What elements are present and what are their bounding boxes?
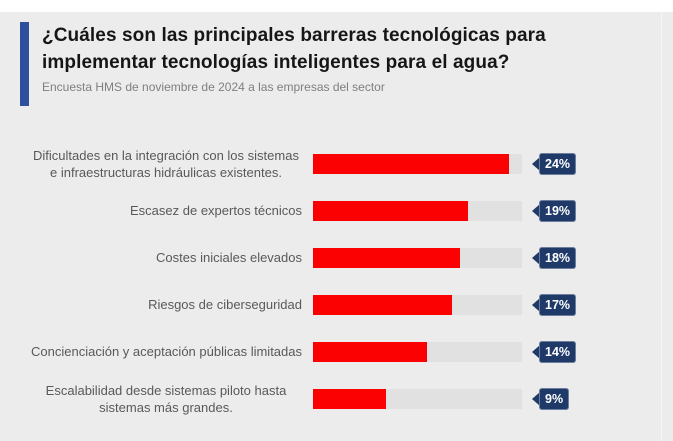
- value-label: 19%: [539, 199, 577, 222]
- bar-track: [313, 341, 522, 362]
- category-label-text: Escasez de expertos técnicos: [130, 203, 302, 218]
- category-label: Escalabilidad desde sistemas piloto hast…: [30, 382, 302, 416]
- tag-arrow-left-icon: [532, 156, 540, 171]
- tag-arrow-left-icon: [532, 344, 540, 359]
- bar-fill: [313, 153, 509, 174]
- bar-track: [313, 247, 522, 268]
- value-label: 24%: [539, 152, 577, 175]
- chart-row: Costes iniciales elevados 18%: [0, 234, 673, 281]
- tag-arrow-left-icon: [532, 203, 540, 218]
- value-tag: 14%: [532, 340, 577, 363]
- header: ¿Cuáles son las principales barreras tec…: [42, 22, 598, 94]
- bar-fill: [313, 341, 428, 362]
- bar-fill: [313, 247, 460, 268]
- bar-track: [313, 153, 522, 174]
- page-title: ¿Cuáles son las principales barreras tec…: [42, 25, 546, 73]
- bar-fill: [313, 294, 452, 315]
- bar-fill: [313, 200, 469, 221]
- category-label: Concienciación y aceptación públicas lim…: [30, 343, 302, 360]
- value-tag: 18%: [532, 246, 577, 269]
- value-tag: 17%: [532, 293, 577, 316]
- category-label-text: Concienciación y aceptación públicas lim…: [31, 344, 302, 359]
- category-label: Escasez de expertos técnicos: [30, 202, 302, 219]
- value-tag: 24%: [532, 152, 577, 175]
- category-label-text: Escalabilidad desde sistemas piloto hast…: [45, 382, 287, 415]
- category-label: Costes iniciales elevados: [30, 249, 302, 266]
- category-label: Riesgos de ciberseguridad: [30, 296, 302, 313]
- bar-chart: Dificultades en la integración con los s…: [0, 140, 673, 422]
- bar-track: [313, 200, 522, 221]
- value-label: 14%: [539, 340, 577, 363]
- bar-track: [313, 388, 522, 409]
- title-accent-bar: [20, 22, 29, 106]
- bar-fill: [313, 388, 387, 409]
- category-label-text: Costes iniciales elevados: [156, 250, 302, 265]
- tag-arrow-left-icon: [532, 250, 540, 265]
- value-label: 9%: [539, 387, 570, 410]
- category-label: Dificultades en la integración con los s…: [30, 147, 302, 181]
- chart-row: Escasez de expertos técnicos 19%: [0, 187, 673, 234]
- tag-arrow-left-icon: [532, 297, 540, 312]
- category-label-text: Riesgos de ciberseguridad: [148, 297, 302, 312]
- bar-track: [313, 294, 522, 315]
- slide-background: ¿Cuáles son las principales barreras tec…: [0, 12, 673, 441]
- chart-row: Dificultades en la integración con los s…: [0, 140, 673, 187]
- value-tag: 19%: [532, 199, 577, 222]
- category-label-text: Dificultades en la integración con los s…: [33, 147, 299, 180]
- chart-row: Escalabilidad desde sistemas piloto hast…: [0, 375, 673, 422]
- chart-row: Concienciación y aceptación públicas lim…: [0, 328, 673, 375]
- value-tag: 9%: [532, 387, 570, 410]
- chart-row: Riesgos de ciberseguridad 17%: [0, 281, 673, 328]
- value-label: 18%: [539, 246, 577, 269]
- page-subtitle: Encuesta HMS de noviembre de 2024 a las …: [42, 80, 385, 94]
- value-label: 17%: [539, 293, 577, 316]
- tag-arrow-left-icon: [532, 391, 540, 406]
